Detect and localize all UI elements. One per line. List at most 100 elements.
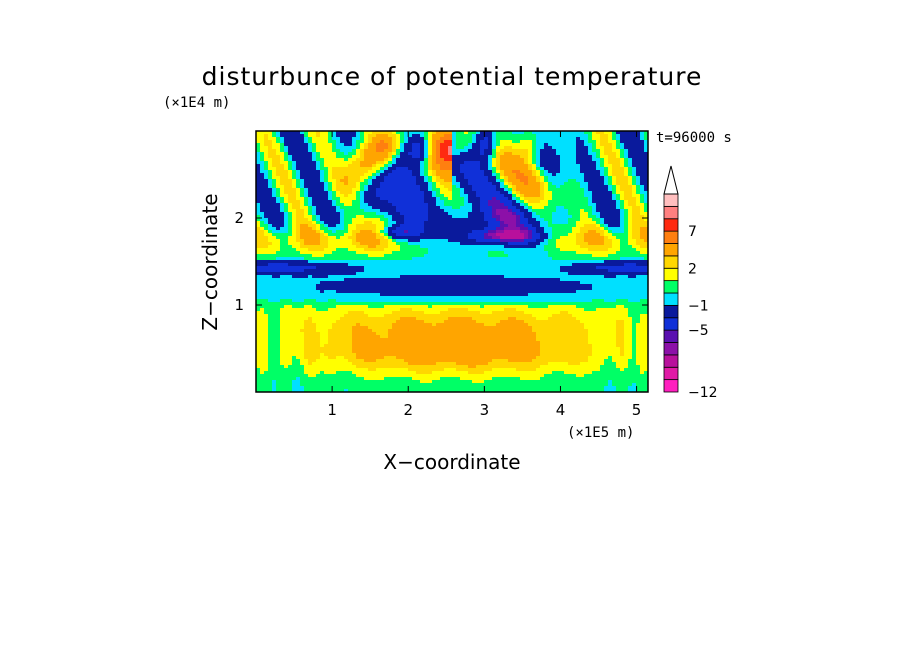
field-cell (256, 170, 261, 174)
field-cell (448, 185, 453, 189)
field-cell (332, 188, 337, 192)
field-cell (608, 215, 613, 219)
field-cell (540, 254, 545, 258)
field-cell (452, 212, 457, 216)
field-cell (400, 206, 405, 210)
field-cell (596, 245, 601, 249)
field-cell (412, 200, 417, 204)
field-cell (320, 233, 325, 237)
field-cell (584, 272, 589, 276)
field-cell (520, 215, 525, 219)
field-cell (616, 131, 621, 135)
field-cell (528, 131, 533, 135)
field-cell (564, 182, 569, 186)
field-cell (448, 281, 453, 285)
field-cell (536, 146, 541, 150)
field-cell (376, 260, 381, 264)
field-cell (288, 248, 293, 252)
field-cell (540, 221, 545, 225)
field-cell (268, 140, 273, 144)
field-cell (508, 143, 513, 147)
field-cell (364, 242, 369, 246)
field-cell (600, 176, 605, 180)
field-cell (572, 146, 577, 150)
field-cell (276, 158, 281, 162)
field-cell (544, 176, 549, 180)
field-cell (276, 152, 281, 156)
field-cell (280, 185, 285, 189)
field-cell (288, 167, 293, 171)
field-cell (416, 188, 421, 192)
field-cell (284, 233, 289, 237)
field-cell (316, 236, 321, 240)
field-cell (404, 182, 409, 186)
field-cell (396, 224, 401, 228)
field-cell (580, 173, 585, 177)
field-cell (556, 176, 561, 180)
field-cell (472, 149, 477, 153)
field-cell (492, 164, 497, 168)
field-cell (284, 260, 289, 264)
field-cell (572, 269, 577, 273)
field-cell (604, 224, 609, 228)
field-cell (352, 173, 357, 177)
field-cell (480, 239, 485, 243)
field-cell (600, 170, 605, 174)
field-cell (568, 254, 573, 258)
field-cell (480, 197, 485, 201)
field-cell (396, 275, 401, 279)
field-cell (312, 155, 317, 159)
field-cell (564, 260, 569, 264)
field-cell (592, 209, 597, 213)
field-cell (640, 158, 645, 162)
field-cell (548, 224, 553, 228)
field-cell (296, 194, 301, 198)
field-cell (340, 203, 345, 207)
field-cell (412, 242, 417, 246)
field-cell (336, 188, 341, 192)
field-cell (516, 191, 521, 195)
field-cell (404, 167, 409, 171)
field-cell (460, 188, 465, 192)
field-cell (544, 197, 549, 201)
field-cell (328, 254, 333, 258)
field-cell (528, 209, 533, 213)
field-cell (484, 242, 489, 246)
field-cell (264, 155, 269, 159)
field-cell (544, 182, 549, 186)
field-cell (272, 173, 277, 177)
field-cell (448, 143, 453, 147)
field-cell (460, 233, 465, 237)
field-cell (584, 176, 589, 180)
field-cell (484, 191, 489, 195)
field-cell (384, 281, 389, 285)
field-cell (360, 269, 365, 273)
field-cell (460, 149, 465, 153)
field-cell (376, 191, 381, 195)
field-cell (372, 137, 377, 141)
field-cell (376, 203, 381, 207)
field-cell (416, 185, 421, 189)
field-cell (556, 146, 561, 150)
field-cell (560, 215, 565, 219)
field-cell (484, 254, 489, 258)
field-cell (548, 164, 553, 168)
field-cell (256, 230, 261, 234)
field-cell (276, 269, 281, 273)
field-cell (536, 212, 541, 216)
field-cell (520, 239, 525, 243)
field-cell (440, 152, 445, 156)
field-cell (328, 260, 333, 264)
field-cell (444, 206, 449, 210)
field-cell (604, 146, 609, 150)
field-cell (600, 239, 605, 243)
field-cell (508, 275, 513, 279)
field-cell (264, 227, 269, 231)
field-cell (504, 197, 509, 201)
field-cell (640, 188, 645, 192)
field-cell (460, 164, 465, 168)
field-cell (564, 176, 569, 180)
field-cell (304, 140, 309, 144)
field-cell (608, 281, 613, 285)
field-cell (552, 239, 557, 243)
